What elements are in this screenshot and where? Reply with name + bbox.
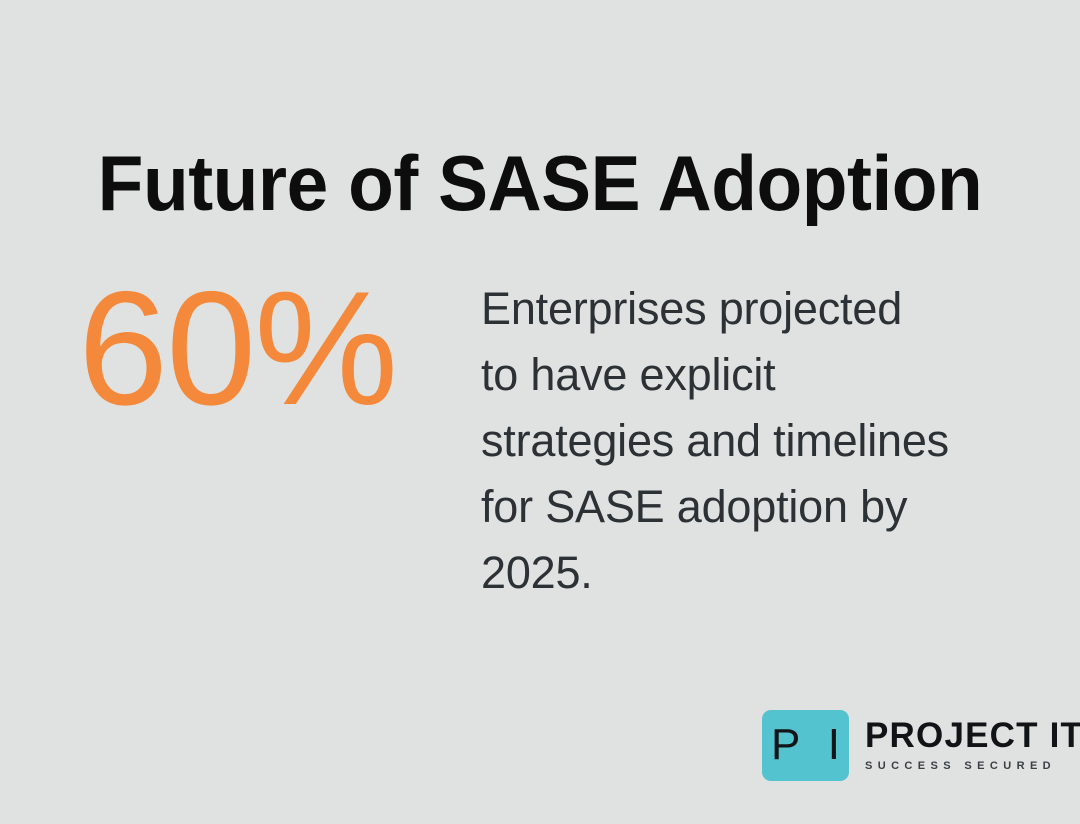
project-it-logo: P I PROJECT IT SUCCESS SECURED [762, 709, 1080, 781]
stat-description: Enterprises projected to have explicit s… [481, 276, 1021, 606]
stat-description-line-5: 2025. [481, 547, 593, 598]
page-title: Future of SASE Adoption [97, 139, 983, 228]
stat-description-line-2: to have explicit [481, 349, 776, 400]
logo-mark-icon: P I [762, 709, 849, 781]
stat-description-line-3: strategies and timelines [481, 415, 949, 466]
logo-mark-initials: P I [770, 720, 848, 769]
statistic-block: 60% Enterprises projected to have explic… [0, 264, 1080, 604]
stat-description-line-1: Enterprises projected [481, 283, 903, 334]
stat-percentage-value: 60% [78, 258, 398, 439]
logo-wordmark: PROJECT IT SUCCESS SECURED [865, 717, 1080, 773]
stat-description-line-4: for SASE adoption by [481, 481, 908, 532]
logo-company-name: PROJECT IT [865, 716, 1080, 755]
logo-tagline: SUCCESS SECURED [865, 760, 1057, 772]
